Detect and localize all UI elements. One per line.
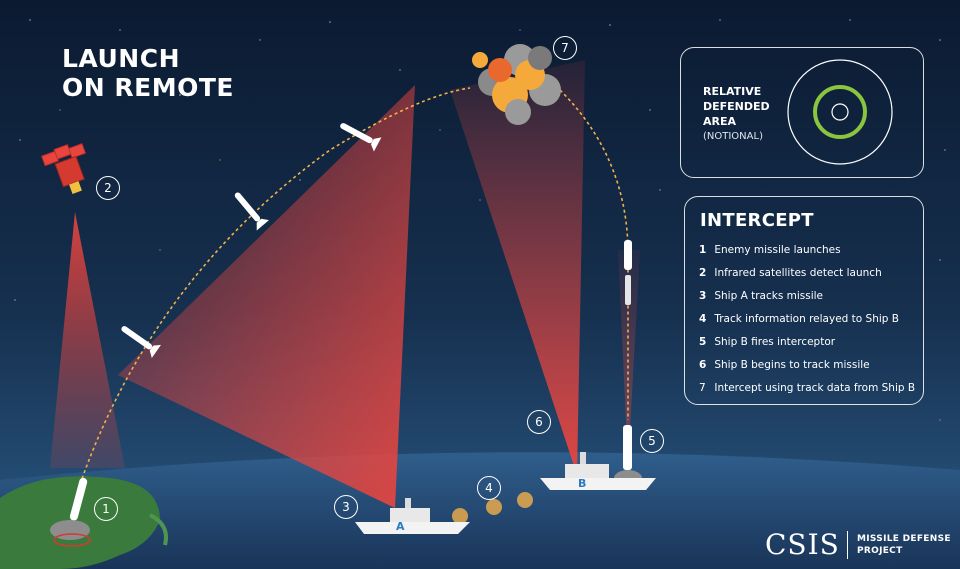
ship-a-label: A <box>396 520 405 533</box>
track-relay-icon <box>452 492 533 524</box>
earth-horizon <box>0 452 960 569</box>
marker-3: 3 <box>334 495 358 519</box>
marker-6: 6 <box>527 410 551 434</box>
intercept-legend-panel: INTERCEPT 1 Enemy missile launches 2 Inf… <box>684 196 924 405</box>
marker-1: 1 <box>94 497 118 521</box>
marker-7: 7 <box>553 36 577 60</box>
step-item: 5 Ship B fires interceptor <box>699 336 836 348</box>
step-item: 7 Intercept using track data from Ship B <box>699 382 916 394</box>
intercept-title: INTERCEPT <box>700 210 814 231</box>
missile-trajectory <box>77 87 471 491</box>
relative-defended-area-label: RELATIVE DEFENDED AREA (NOTIONAL) <box>703 85 770 142</box>
defended-area-rings <box>787 59 893 165</box>
satellite-ir-beam <box>50 212 125 468</box>
ship-b-label: B <box>578 477 586 490</box>
stars <box>14 19 946 421</box>
ship-a-radar-beam <box>118 85 415 508</box>
ship-b-icon <box>540 452 656 490</box>
step-item: 6 Ship B begins to track missile <box>699 359 870 371</box>
marker-4: 4 <box>477 476 501 500</box>
marker-5: 5 <box>640 429 664 453</box>
ship-a-icon <box>355 498 470 534</box>
marker-2: 2 <box>96 176 120 200</box>
explosion-icon <box>472 44 561 125</box>
missile-icon <box>121 123 382 359</box>
launch-missile-icon <box>50 477 91 547</box>
relative-defended-area-panel: RELATIVE DEFENDED AREA (NOTIONAL) <box>680 47 924 178</box>
diagram-title: LAUNCH ON REMOTE <box>62 44 234 102</box>
step-item: 2 Infrared satellites detect launch <box>699 267 882 279</box>
step-item: 4 Track information relayed to Ship B <box>699 313 899 325</box>
satellite-icon <box>41 143 86 194</box>
ship-b-radar-beam <box>450 60 585 475</box>
intercept-steps: 1 Enemy missile launches 2 Infrared sate… <box>699 239 915 400</box>
step-item: 1 Enemy missile launches <box>699 244 841 256</box>
step-item: 3 Ship A tracks missile <box>699 290 824 302</box>
